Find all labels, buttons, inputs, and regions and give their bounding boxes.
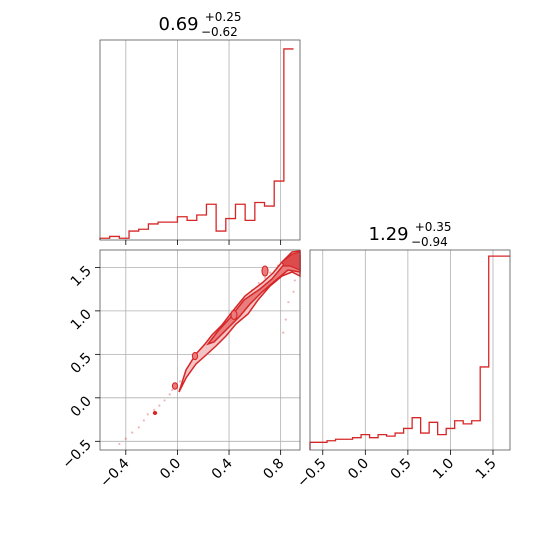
top-histogram-steps: [99, 48, 294, 240]
scatter-point-30: [269, 271, 272, 274]
right-xtick-label-1: 0.0: [345, 456, 372, 483]
scatter-ytick-label-1: 0.0: [68, 393, 95, 420]
right-xtick-label-3: 1.0: [430, 456, 457, 483]
right-histogram-xticks: −0.5 0.0 0.5 1.0 1.5: [294, 450, 500, 491]
contour-shapes: [152, 250, 301, 415]
right-histogram-panel: −0.5 0.0 0.5 1.0 1.5 1.29 +0.35 −0.94: [294, 220, 511, 491]
top-histogram-frame: [99, 39, 301, 241]
top-histogram-panel: 0.69 +0.25 −0.62: [99, 10, 301, 245]
scatter-point-10: [168, 393, 171, 396]
scatter-point-7: [153, 408, 156, 412]
scatter-yticks: −0.5 0.0 0.5 1.0 1.5: [59, 263, 100, 472]
top-histogram-grid: [125, 40, 282, 240]
scatter-xtick-label-2: 0.4: [209, 455, 236, 482]
scatter-ytick-label-3: 1.0: [68, 306, 95, 333]
scatter-point-1: [118, 442, 121, 446]
right-histogram-steps: [309, 255, 510, 450]
scatter-point-8: [158, 404, 161, 407]
right-xtick-label-2: 0.5: [388, 456, 415, 483]
contour-blob-3: [191, 351, 199, 361]
scatter-point-3: [131, 431, 134, 434]
scatter-point-2: [124, 437, 127, 440]
scatter-point-35: [293, 279, 296, 282]
scatter-point-11: [171, 388, 174, 392]
scatter-point-4: [137, 426, 140, 429]
scatter-ytick-label-2: 0.5: [68, 350, 95, 377]
top-histogram-title-plus: +0.25: [205, 10, 242, 24]
top-histogram-xticks: [125, 240, 282, 245]
scatter-panel: −0.4 0.0 0.4 0.8 −0.5 0.0 0.5 1.0 1.5: [59, 249, 301, 491]
contour-blob-5: [261, 265, 269, 277]
scatter-xtick-label-3: 0.8: [260, 456, 287, 483]
top-histogram-title-value: 0.69: [159, 14, 199, 35]
scatter-point-13: [178, 380, 182, 383]
scatter-point-38: [284, 318, 287, 321]
scatter-point-37: [287, 301, 290, 304]
contour-blob-2: [171, 382, 179, 390]
scatter-point-39: [282, 331, 285, 334]
top-histogram-title-minus: −0.62: [201, 25, 238, 39]
right-histogram-title: 1.29 +0.35: [369, 220, 452, 245]
contour-blob-1: [152, 411, 158, 415]
right-histogram-title-value: 1.29: [369, 224, 409, 245]
scatter-frame: [99, 249, 301, 451]
right-histogram-grid: [322, 250, 494, 450]
right-histogram-frame: [309, 249, 511, 451]
top-histogram-title: 0.69 +0.25: [159, 10, 242, 35]
scatter-point-36: [292, 290, 295, 293]
right-xtick-label-4: 1.5: [473, 456, 500, 483]
scatter-point-5: [142, 419, 145, 422]
scatter-xtick-label-1: 0.0: [157, 456, 184, 483]
scatter-point-9: [163, 399, 166, 402]
scatter-ytick-label-0: −0.5: [59, 437, 94, 472]
right-xtick-label-0: −0.5: [294, 456, 329, 491]
right-histogram-title-minus: −0.94: [411, 235, 448, 249]
scatter-point-6: [146, 413, 149, 416]
contour-mid: [205, 254, 301, 346]
contour-blob-4: [230, 309, 238, 321]
scatter-point-29: [264, 276, 267, 279]
right-histogram-title-plus: +0.35: [415, 220, 452, 234]
scatter-ytick-label-4: 1.5: [68, 263, 95, 290]
scatter-xtick-label-0: −0.4: [97, 455, 132, 490]
scatter-xticks: −0.4 0.0 0.4 0.8: [97, 450, 287, 491]
scatter-point-28: [257, 281, 260, 285]
